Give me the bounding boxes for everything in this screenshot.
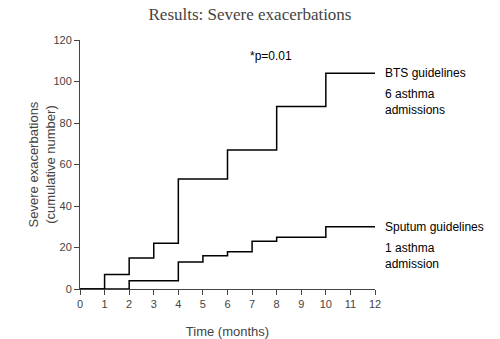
svg-text:100: 100 — [53, 75, 71, 87]
svg-text:1: 1 — [102, 298, 108, 310]
svg-text:4: 4 — [175, 298, 181, 310]
svg-text:12: 12 — [369, 298, 381, 310]
svg-text:80: 80 — [60, 117, 72, 129]
svg-text:11: 11 — [345, 298, 356, 310]
svg-text:10: 10 — [320, 298, 332, 310]
svg-text:0: 0 — [77, 298, 83, 310]
svg-text:60: 60 — [60, 158, 72, 170]
svg-text:0: 0 — [66, 283, 72, 295]
svg-text:8: 8 — [274, 298, 280, 310]
svg-text:1 asthmaadmission: 1 asthmaadmission — [385, 241, 439, 271]
svg-text:Sputum guidelines: Sputum guidelines — [385, 220, 484, 234]
svg-text:120: 120 — [53, 34, 71, 46]
svg-text:20: 20 — [60, 241, 72, 253]
svg-text:BTS guidelines: BTS guidelines — [385, 66, 466, 80]
svg-text:Time (months): Time (months) — [186, 324, 269, 339]
svg-text:6: 6 — [224, 298, 230, 310]
svg-text:2: 2 — [126, 298, 132, 310]
svg-text:5: 5 — [200, 298, 206, 310]
svg-text:Results: Severe exacerbations: Results: Severe exacerbations — [149, 5, 352, 24]
svg-text:3: 3 — [151, 298, 157, 310]
svg-text:7: 7 — [249, 298, 255, 310]
svg-text:40: 40 — [60, 200, 72, 212]
svg-text:*p=0.01: *p=0.01 — [250, 49, 292, 63]
svg-text:9: 9 — [298, 298, 304, 310]
svg-text:Severe exacerbations(cumulativ: Severe exacerbations(cumulative number) — [26, 101, 58, 227]
svg-text:6 asthmaadmissions: 6 asthmaadmissions — [385, 87, 445, 117]
